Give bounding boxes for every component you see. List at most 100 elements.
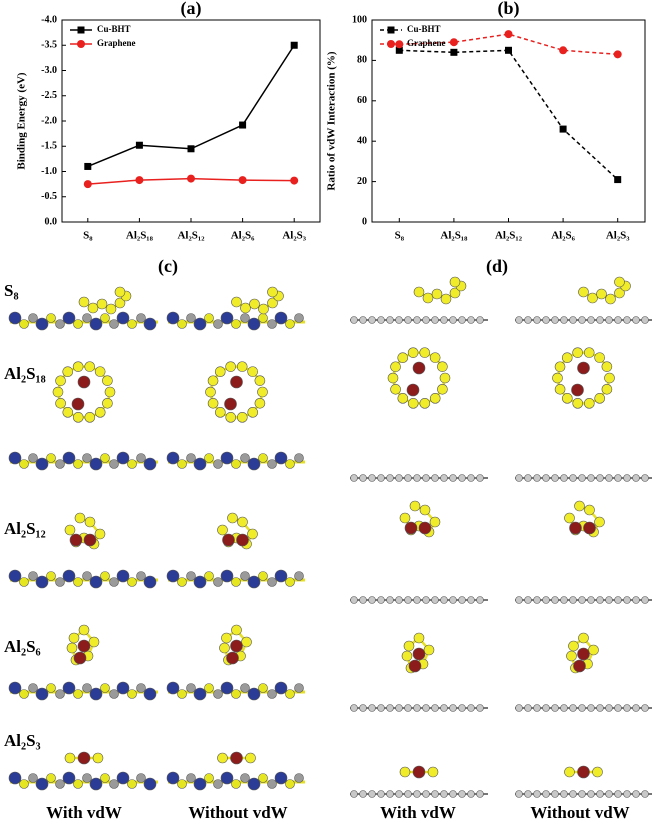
- marker: [387, 40, 395, 48]
- atom: [205, 386, 216, 398]
- atom: [213, 577, 223, 587]
- atom: [247, 366, 258, 377]
- atom: [46, 571, 56, 581]
- atom: [431, 596, 439, 604]
- atom: [19, 689, 29, 699]
- marker: [559, 125, 567, 133]
- atom: [560, 474, 568, 482]
- atom: [204, 571, 214, 581]
- atom: [207, 375, 219, 387]
- atom: [551, 316, 559, 324]
- atom: [249, 298, 260, 310]
- atom: [241, 636, 252, 648]
- marker: [290, 41, 298, 49]
- atom: [28, 313, 38, 323]
- atom: [87, 302, 99, 314]
- atom: [574, 500, 585, 512]
- atom: [19, 577, 29, 587]
- y-tick-label: 100: [352, 14, 367, 25]
- atom: [583, 347, 595, 358]
- atom: [247, 777, 261, 791]
- atom: [92, 752, 104, 764]
- atom: [55, 689, 65, 699]
- legend-label: Cu-BHT: [97, 24, 131, 34]
- atom: [220, 681, 234, 695]
- atom: [429, 393, 441, 404]
- atom: [105, 303, 117, 315]
- atom: [100, 571, 110, 581]
- atom: [69, 533, 83, 547]
- atom: [102, 397, 113, 409]
- atom: [594, 393, 606, 404]
- atom: [419, 504, 431, 516]
- atom: [596, 790, 604, 798]
- atom: [467, 474, 475, 482]
- plot-frame: [61, 19, 321, 223]
- atom: [274, 451, 288, 465]
- atom: [247, 407, 259, 418]
- atom: [68, 632, 80, 644]
- atom: [258, 773, 268, 783]
- atom: [587, 474, 595, 482]
- atom: [166, 569, 180, 583]
- atom: [623, 790, 631, 798]
- atom: [102, 375, 113, 386]
- atom: [562, 393, 573, 404]
- atom: [429, 516, 441, 528]
- x-tick-label: Al₂S₆: [231, 230, 255, 242]
- atom: [403, 640, 415, 652]
- atom: [404, 474, 412, 482]
- atom: [83, 533, 97, 547]
- atom: [219, 642, 230, 654]
- atom: [46, 683, 56, 693]
- atom: [19, 459, 29, 469]
- atom: [294, 773, 304, 783]
- atom: [605, 316, 613, 324]
- atom: [82, 453, 92, 463]
- atom: [440, 293, 452, 305]
- atom: [109, 459, 119, 469]
- atom: [569, 790, 577, 798]
- atom: [55, 779, 65, 789]
- atom: [623, 704, 631, 712]
- atom: [377, 316, 385, 324]
- atom: [588, 644, 599, 656]
- atom: [73, 577, 83, 587]
- atom: [28, 683, 38, 693]
- atom: [594, 516, 605, 528]
- atom: [28, 773, 38, 783]
- marker: [77, 26, 85, 34]
- atom: [166, 311, 180, 325]
- atom: [605, 704, 613, 712]
- atom: [230, 751, 243, 765]
- atom: [240, 683, 250, 693]
- atom: [422, 316, 430, 324]
- row-label: Al₂S₃: [4, 731, 41, 750]
- atom: [240, 571, 250, 581]
- x-tick-label: S₈: [83, 230, 93, 242]
- atom: [217, 524, 228, 536]
- atom: [267, 297, 278, 309]
- atom: [267, 459, 277, 469]
- atom: [412, 765, 426, 779]
- atom: [274, 771, 288, 785]
- atom: [614, 287, 625, 299]
- atom: [419, 398, 431, 409]
- atom: [254, 397, 266, 409]
- atom: [8, 681, 22, 695]
- atom: [350, 316, 358, 324]
- atom: [641, 474, 649, 482]
- atom: [377, 474, 385, 482]
- atom: [114, 297, 126, 309]
- atom: [413, 316, 421, 324]
- marker: [505, 46, 512, 54]
- atom: [73, 651, 87, 665]
- atom: [467, 704, 475, 712]
- atom: [458, 596, 466, 604]
- atom: [524, 790, 532, 798]
- atom: [73, 779, 83, 789]
- atom: [213, 779, 223, 789]
- atom: [439, 372, 451, 384]
- y-tick-label: 60: [357, 95, 367, 106]
- atom: [569, 474, 577, 482]
